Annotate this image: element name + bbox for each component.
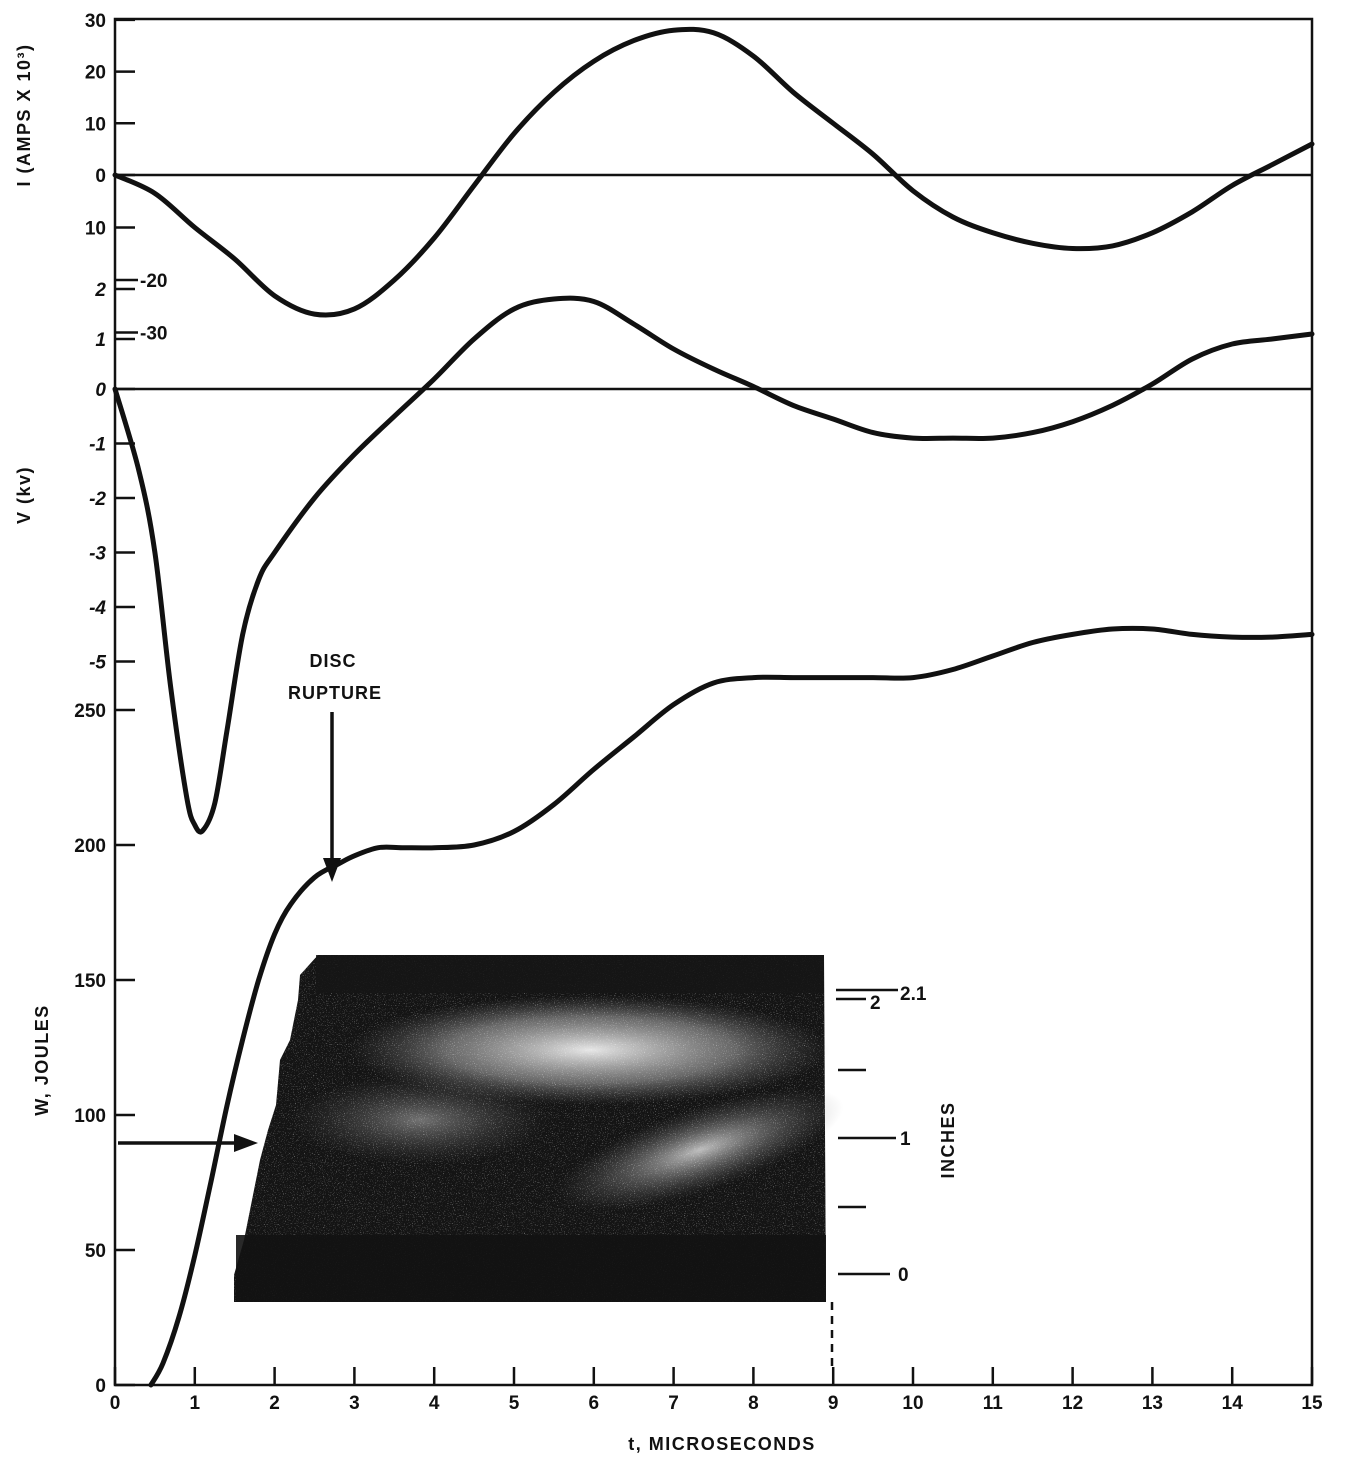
x-tick-15-label: 15	[1301, 1393, 1323, 1414]
disc-rupture-arrow	[323, 712, 341, 882]
streak-photograph	[234, 955, 844, 1302]
current-y-tick-20-label: 20	[85, 63, 106, 84]
disc-rupture-label-line1: DISC	[309, 651, 356, 671]
x-tick-13-label: 13	[1142, 1393, 1163, 1414]
scale-label-2: 2	[870, 993, 881, 1014]
current-y-tick-10-label: 10	[85, 114, 106, 135]
current-axis-title: I (AMPS X 10³)	[14, 43, 34, 186]
x-tick-12-label: 12	[1062, 1393, 1083, 1414]
scale-label-2-1: 2.1	[900, 984, 927, 1005]
current-y-tick-0-label: 0	[95, 166, 106, 187]
photo-top-dark-band	[316, 955, 824, 993]
x-tick-7-label: 7	[668, 1393, 679, 1414]
voltage-y-tick-1-label: 1	[95, 330, 106, 351]
energy-y-tick-0-label: 0	[95, 1376, 106, 1397]
current-y-tick-minus-10-label: 10	[85, 219, 106, 240]
time-axis-title: t, MICROSECONDS	[628, 1434, 816, 1454]
energy-curve	[148, 625, 1315, 1388]
data-curves	[112, 26, 1315, 1388]
x-tick-6-label: 6	[589, 1393, 600, 1414]
energy-axis-title: W, JOULES	[32, 1004, 52, 1116]
scale-label-1: 1	[900, 1129, 911, 1150]
energy-y-tick-150-label: 150	[74, 971, 106, 992]
x-tick-2-label: 2	[269, 1393, 280, 1414]
x-tick-11-label: 11	[983, 1393, 1004, 1414]
x-tick-0-label: 0	[110, 1393, 121, 1414]
energy-y-tick-100-label: 100	[74, 1106, 106, 1127]
photo-grain	[234, 955, 826, 1302]
axis-ticks	[113, 18, 1314, 1387]
voltage-y-tick-2-label: 2	[94, 280, 106, 301]
voltage-y-tick-minus-1-label: -1	[89, 435, 106, 456]
voltage-curve	[112, 295, 1315, 835]
current-curve	[112, 26, 1315, 318]
energy-y-tick-250-label: 250	[74, 701, 106, 722]
voltage-y-tick-minus-2-label: -2	[89, 489, 106, 510]
x-tick-14-label: 14	[1222, 1393, 1244, 1414]
voltage-axis-title: V (kv)	[14, 466, 34, 524]
voltage-y-tick-minus-5-label: -5	[89, 653, 106, 674]
current-y-tick-30-label: 30	[85, 11, 106, 32]
energy-y-tick-200-label: 200	[74, 836, 106, 857]
x-tick-9-label: 9	[828, 1393, 839, 1414]
x-tick-4-label: 4	[429, 1393, 440, 1414]
current-y-tick-minus-20-label: -20	[140, 271, 167, 292]
scale-label-0: 0	[898, 1265, 909, 1286]
current-y-tick-minus-30-label: -30	[140, 324, 167, 345]
voltage-y-tick-minus-3-label: -3	[89, 544, 106, 565]
inches-scale: 2.1 2 1 0 INCHES	[836, 984, 958, 1286]
energy-y-tick-50-label: 50	[85, 1241, 106, 1262]
energy-arrow	[118, 1134, 258, 1152]
x-tick-1-label: 1	[190, 1393, 201, 1414]
x-tick-8-label: 8	[748, 1393, 759, 1414]
voltage-y-tick-minus-4-label: -4	[89, 598, 106, 619]
x-tick-5-label: 5	[509, 1393, 520, 1414]
photo-bottom-dark-band	[236, 1235, 826, 1302]
x-tick-3-label: 3	[349, 1393, 360, 1414]
plot-frame	[113, 17, 1314, 1387]
disc-rupture-label-line2: RUPTURE	[288, 683, 382, 703]
voltage-y-tick-0-label: 0	[95, 380, 106, 401]
inches-label: INCHES	[938, 1101, 958, 1178]
axis-tick-labels: 302010010-20-30210-1-2-3-4-5250200150100…	[74, 11, 1323, 1414]
x-tick-10-label: 10	[902, 1393, 923, 1414]
